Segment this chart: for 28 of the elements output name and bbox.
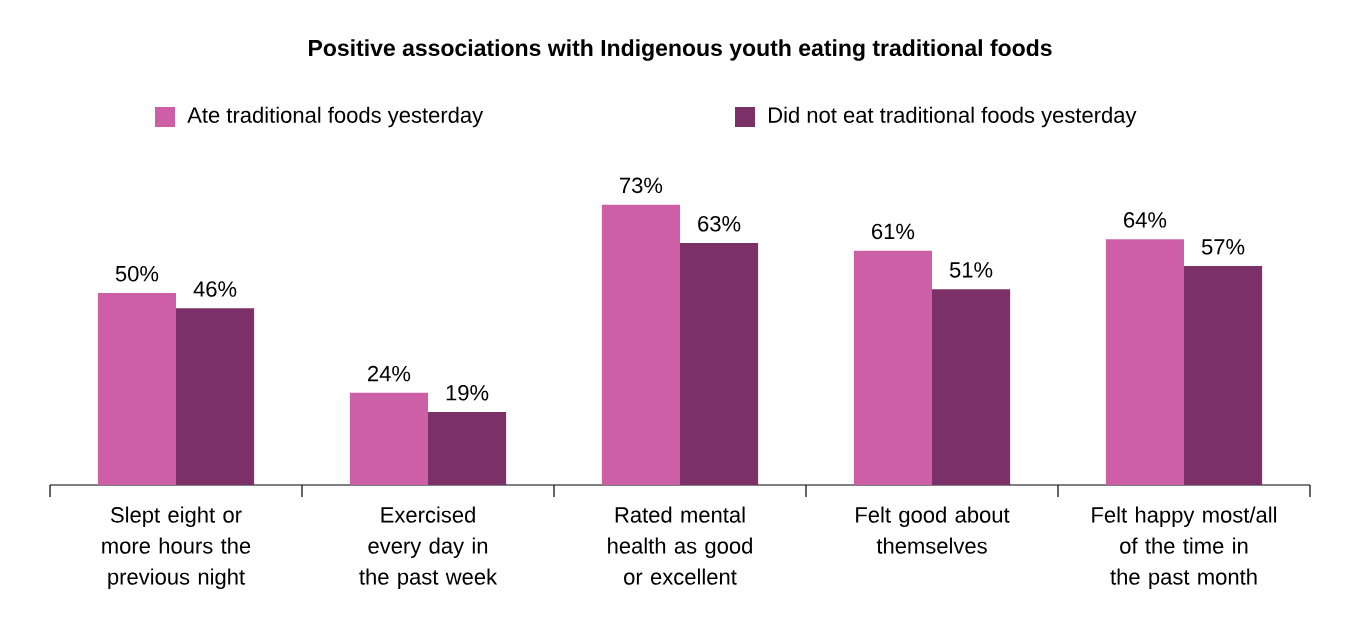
x-tick-label: Felt happy most/all of the time in the past month [1092,506,1277,590]
bar [97,293,177,485]
data-label: 64% [1124,212,1167,228]
data-label: 24% [368,365,411,382]
data-label: 63% [698,215,741,232]
data-label: 46% [193,281,237,297]
x-tick-label: Exercised every day in the past week [359,506,498,590]
bar [176,308,255,485]
bar [349,392,429,485]
bar [1184,266,1263,485]
bar [428,412,507,485]
bar [1105,239,1184,485]
data-label: 57% [1201,239,1245,255]
legend-label: Ate traditional foods yesterday [187,106,484,128]
chart-title: Positive associations with Indigenous youth eating traditional foods [309,39,1052,61]
data-label: 50% [115,265,159,282]
legend-label: Did not eat traditional foods yesterday [769,106,1137,128]
data-label: 61% [872,223,915,240]
bar [932,289,1011,485]
bar [853,250,933,485]
data-label: 73% [620,177,663,194]
x-tick-label: Rated mental health as good or excellent [608,506,752,585]
x-tick-label: Slept eight or more hours the previous night [102,506,251,590]
bar [680,243,759,485]
x-tick-label: Felt good about themselves [856,506,1010,554]
data-label: 51% [949,262,993,278]
data-label: 19% [446,384,489,401]
bar [601,204,681,485]
